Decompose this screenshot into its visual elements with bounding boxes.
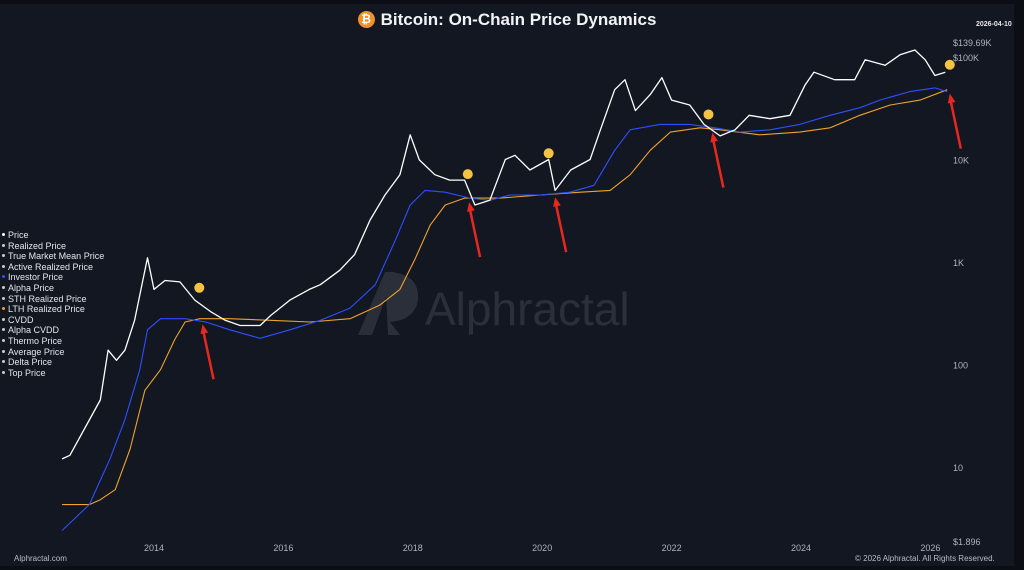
legend-item[interactable]: Active Realized Price: [2, 262, 104, 273]
legend-label: Realized Price: [8, 240, 67, 251]
legend-item[interactable]: CVDD: [2, 315, 104, 326]
highlight-dot: [944, 59, 955, 70]
legend-label: CVDD: [8, 314, 34, 325]
y-tick-label: 100: [953, 361, 968, 371]
legend-item[interactable]: True Market Mean Price: [2, 251, 104, 262]
legend-label: Alpha Price: [8, 282, 55, 293]
legend-label: Price: [8, 230, 29, 240]
watermark-text: Alphractal: [425, 283, 630, 335]
highlight-dot: [462, 169, 473, 180]
footer-site: Alphractal.com: [14, 554, 67, 563]
legend-marker-icon: [2, 307, 5, 311]
series-line-lth-realized-price: [62, 89, 948, 506]
legend-marker-icon: [2, 338, 5, 342]
chart-title: ₿ Bitcoin: On-Chain Price Dynamics: [0, 10, 1014, 30]
x-tick-label: 2022: [662, 543, 682, 553]
legend-marker-icon: [2, 328, 5, 332]
series-line-investor-price: [61, 87, 948, 531]
legend-item[interactable]: Average Price: [2, 347, 104, 358]
legend-label: Alpha CVDD: [8, 325, 60, 336]
legend-item[interactable]: Alpha Price: [2, 283, 104, 294]
y-tick-label: $139.69K: [953, 38, 992, 48]
legend-label: True Market Mean Price: [8, 251, 105, 262]
legend-marker-icon: [2, 243, 5, 247]
legend-marker-icon: [2, 275, 5, 279]
legend-label: Average Price: [8, 346, 65, 357]
legend: Price Realized Price True Market Mean Pric…: [2, 230, 104, 378]
legend-marker-icon: [2, 349, 5, 353]
legend-marker-icon: [2, 370, 5, 374]
x-tick-label: 2026: [920, 543, 940, 553]
legend-label: Active Realized Price: [8, 261, 94, 272]
legend-marker-icon: [2, 317, 5, 321]
legend-marker-icon: [2, 233, 5, 236]
highlight-dot: [703, 109, 714, 120]
x-tick-label: 2024: [791, 543, 811, 553]
series-line-price: [61, 49, 946, 460]
bitcoin-icon: ₿: [357, 11, 375, 28]
red-arrow-icon: [200, 324, 215, 380]
legend-item[interactable]: Price: [2, 230, 104, 241]
chart-title-text: Bitcoin: On-Chain Price Dynamics: [380, 10, 657, 29]
legend-item[interactable]: Investor Price: [2, 272, 104, 283]
chart-panel: [0, 4, 1014, 566]
legend-item[interactable]: STH Realized Price: [2, 294, 104, 305]
legend-marker-icon: [2, 360, 5, 364]
watermark-logo-icon: [358, 272, 419, 335]
legend-marker-icon: [2, 254, 5, 258]
x-tick-label: 2018: [403, 543, 423, 553]
red-arrow-icon: [947, 93, 963, 149]
red-arrow-icon: [467, 202, 482, 258]
legend-item[interactable]: Realized Price: [2, 241, 104, 252]
y-tick-label: 10K: [953, 156, 969, 166]
x-tick-label: 2020: [532, 543, 552, 553]
y-tick-label: 10: [953, 463, 963, 473]
legend-label: Investor Price: [8, 272, 64, 283]
legend-label: Delta Price: [8, 357, 53, 368]
y-tick-label: $100K: [953, 53, 979, 63]
watermark: Alphractal: [358, 272, 630, 335]
red-arrow-icon: [710, 132, 725, 188]
legend-item[interactable]: LTH Realized Price: [2, 304, 104, 315]
legend-label: STH Realized Price: [8, 293, 87, 304]
legend-marker-icon: [2, 264, 5, 268]
y-tick-label: $1.896: [953, 537, 981, 547]
legend-marker-icon: [2, 285, 5, 289]
footer-copyright: © 2026 Alphractal. All Rights Reserved.: [855, 554, 995, 563]
highlight-dot: [194, 282, 205, 293]
x-tick-label: 2016: [273, 543, 293, 553]
red-arrow-icon: [553, 197, 568, 253]
legend-label: LTH Realized Price: [8, 304, 85, 315]
y-tick-label: 1K: [953, 258, 964, 268]
legend-item[interactable]: Alpha CVDD: [2, 325, 104, 336]
legend-marker-icon: [2, 296, 5, 300]
legend-item[interactable]: Delta Price: [2, 357, 104, 368]
legend-label: Thermo Price: [8, 335, 63, 346]
legend-item[interactable]: Top Price: [2, 368, 104, 379]
highlight-dot: [543, 148, 554, 159]
x-tick-label: 2014: [144, 543, 164, 553]
date-label: 2026-04-10: [976, 21, 1012, 28]
legend-item[interactable]: Thermo Price: [2, 336, 104, 347]
legend-label: Top Price: [8, 367, 46, 378]
